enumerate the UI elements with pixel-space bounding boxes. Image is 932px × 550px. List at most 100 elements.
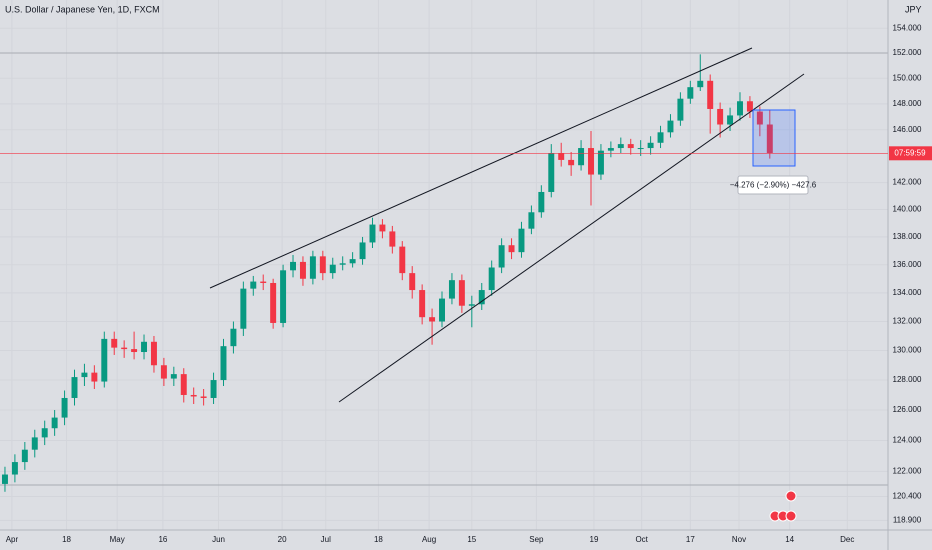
x-tick-label: 18 [374,535,383,544]
trend-line [209,47,753,289]
candle-body [220,346,227,381]
x-tick-label: Dec [840,535,854,544]
candle-body [170,374,177,379]
candle-body [627,144,634,149]
candle-body [727,115,734,125]
candle-body [81,372,88,378]
candle-body [101,338,108,382]
x-tick-label: May [110,535,125,544]
candle-body [508,245,515,253]
event-icon [785,490,797,502]
candle-body [518,228,525,253]
y-tick-label: 126.000 [893,405,922,414]
candle-body [419,290,426,318]
candle-body [319,256,326,274]
event-icon [785,510,797,522]
candle-body [141,341,148,353]
candle-body [548,153,555,192]
chart-title: U.S. Dollar / Japanese Yen, 1D, FXCM [5,4,160,14]
y-tick-label: 118.900 [893,515,922,524]
candle-body [409,273,416,291]
candle-body [379,224,386,232]
candle-body [558,153,565,160]
candle-body [389,231,396,247]
x-tick-label: Aug [422,535,436,544]
candle-body [498,245,505,268]
x-tick-label: Jul [321,535,331,544]
candle-body [429,317,436,322]
y-tick-label: 136.000 [893,260,922,269]
candle-body [588,148,594,175]
candle-body [737,101,743,116]
y-tick-label: 120.400 [893,492,922,501]
y-tick-label: 132.000 [893,317,922,326]
y-tick-label: 128.000 [893,375,922,384]
trend-line [338,73,805,403]
candle-body [260,281,267,283]
candle-body [597,150,604,175]
y-axis-label: JPY [905,4,922,14]
candle-body [51,417,58,429]
candle-body [111,338,118,348]
candle-body [458,280,465,306]
candle-body [607,148,614,151]
candle-body [309,256,316,279]
candle-body [21,449,28,463]
y-tick-label: 122.000 [893,467,922,476]
candle-body [160,365,167,379]
x-tick-label: 18 [62,535,71,544]
candle-body [647,142,654,149]
candle-body [528,212,535,229]
candle-body [766,124,773,154]
y-tick-label: 130.000 [893,346,922,355]
candle-body [439,298,445,322]
candle-body [240,288,247,329]
measure-label: −4.276 (−2.90%) −427.6 [730,181,817,190]
current-price-tag [889,146,932,161]
x-tick-label: 19 [590,535,599,544]
candle-body [478,290,485,305]
candle-body [339,263,346,265]
y-tick-label: 148.000 [893,99,922,108]
x-tick-label: 15 [467,535,476,544]
candle-body [667,120,674,133]
y-tick-label: 140.000 [893,205,922,214]
candle-body [687,87,694,99]
y-tick-label: 150.000 [893,73,922,82]
candle-body [150,341,157,366]
candles [1,54,773,492]
candle-body [746,101,753,112]
candle-body [131,349,138,353]
event-icons [769,490,797,522]
candle-body [329,264,336,274]
candle-body [756,111,763,125]
candle-body [91,372,98,382]
candle-body [290,261,296,271]
candle-body [359,242,366,260]
candle-body [637,148,644,150]
x-tick-label: Apr [6,535,19,544]
candle-body [230,328,237,347]
candle-body [538,191,545,213]
candle-body [578,148,585,166]
x-tick-label: Oct [635,535,648,544]
x-tick-label: 20 [278,535,287,544]
y-tick-label: 154.000 [893,23,922,32]
y-tick-label: 142.000 [893,178,922,187]
x-tick-label: 16 [158,535,167,544]
candle-body [121,347,128,350]
y-tick-label: 124.000 [893,436,922,445]
y-tick-label: 138.000 [893,232,922,241]
y-tick-label: 134.000 [893,288,922,297]
candle-body [657,132,664,143]
candle-body [250,281,257,289]
candle-body [299,261,306,279]
x-tick-label: 14 [785,535,794,544]
x-tick-label: Sep [529,535,544,544]
candle-body [468,304,475,306]
candle-body [11,462,18,475]
x-tick-label: 17 [686,535,695,544]
